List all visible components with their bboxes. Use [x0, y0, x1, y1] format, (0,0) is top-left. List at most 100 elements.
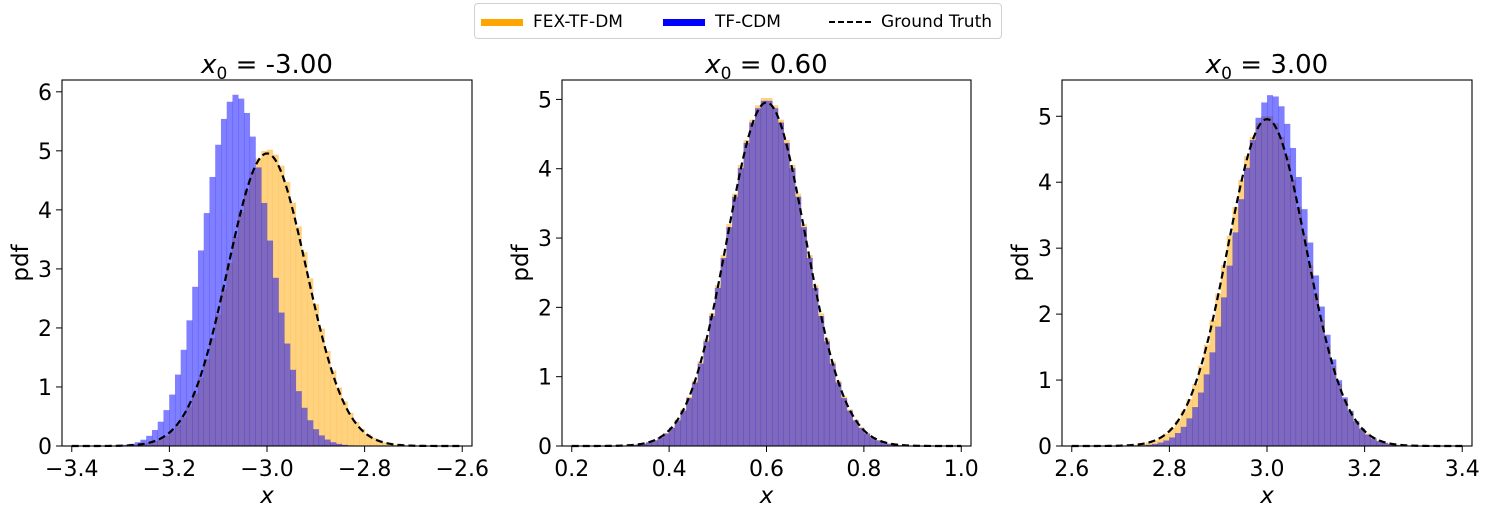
hist-bar [864, 433, 871, 446]
hist-bar [192, 286, 199, 446]
hist-bar [846, 410, 853, 446]
hist-bar [743, 142, 750, 446]
hist-bar [290, 369, 297, 446]
x-tick-label: 2.6 [1054, 457, 1089, 482]
hist-bar [255, 167, 262, 447]
hist-bar [278, 165, 285, 446]
hist-bar [364, 434, 371, 446]
hist-bar [1192, 407, 1199, 446]
x-tick-label: 1.0 [944, 457, 979, 482]
hist-bar [376, 440, 383, 446]
hist-bar [1255, 117, 1262, 447]
title-value: = 0.60 [732, 50, 828, 80]
hist-bar [353, 421, 360, 446]
hist-bar [789, 168, 796, 446]
hist-bar [709, 316, 716, 446]
hist-bar [209, 176, 216, 447]
y-tick-label: 2 [38, 317, 52, 342]
title-variable: x [1205, 50, 1222, 80]
legend-swatch-tf-cdm [663, 18, 705, 26]
hist-bar [1157, 437, 1164, 446]
hist-bar [157, 421, 164, 446]
hist-bar [1290, 147, 1297, 446]
hist-bar [336, 443, 343, 446]
hist-bar [151, 430, 158, 446]
hist-bar [858, 427, 865, 446]
hist-bar [680, 410, 687, 446]
hist-bar [284, 343, 291, 446]
y-tick-label: 1 [38, 376, 52, 401]
hist-bar [1301, 209, 1308, 446]
hist-bar [341, 444, 348, 446]
hist-bar [1324, 334, 1331, 446]
hist-bar [657, 437, 664, 446]
hist-bar [272, 277, 279, 446]
hist-bar [318, 328, 325, 446]
y-tick-label: 1 [538, 366, 552, 391]
hist-bar [324, 350, 331, 446]
hist-bar [1336, 380, 1343, 446]
x-tick-label: −3.4 [45, 457, 98, 482]
hist-bar [697, 363, 704, 446]
hist-bar [1272, 96, 1279, 446]
x-tick-label: 3.0 [1250, 457, 1285, 482]
hist-bar [1174, 433, 1182, 446]
hist-bar [887, 443, 894, 446]
hist-series-tf-cdm [111, 94, 360, 447]
hist-bar [215, 144, 222, 446]
hist-bar [1140, 443, 1147, 446]
x-tick-label: −3.0 [240, 457, 293, 482]
y-tick-label: 0 [538, 435, 552, 460]
hist-bar [755, 108, 762, 447]
y-tick-label: 3 [1038, 237, 1052, 262]
hist-bar [330, 442, 337, 446]
hist-bar [1387, 444, 1394, 446]
x-tick-label: 2.8 [1152, 457, 1187, 482]
hist-bar [336, 387, 343, 446]
title-value: = -3.00 [227, 50, 333, 80]
legend-label: Ground Truth [881, 12, 993, 32]
hist-bar [232, 94, 239, 446]
hist-bar [203, 213, 210, 446]
legend-item-fex-tf-dm: FEX-TF-DM [481, 4, 623, 40]
y-axis-label: pdf [508, 243, 534, 281]
ground-truth-line [1071, 118, 1463, 448]
x-tick-label: −3.2 [143, 457, 196, 482]
title-subscript: 0 [1221, 64, 1232, 84]
hist-bar [1307, 242, 1314, 446]
hist-bar [307, 278, 314, 446]
hist-bar [226, 101, 233, 446]
hist-bar [1284, 123, 1291, 446]
hist-bar [1249, 140, 1256, 446]
hist-bar [382, 442, 389, 446]
ground-truth-line [571, 101, 962, 448]
hist-bar [783, 142, 790, 446]
x-axis-label: x [259, 483, 274, 509]
hist-bar [341, 401, 348, 446]
hist-bar [691, 382, 698, 446]
legend: FEX-TF-DM TF-CDM Ground Truth [474, 3, 1002, 39]
panel-title: x0 = 0.60 [704, 50, 827, 84]
x-tick-label: −2.8 [338, 457, 391, 482]
y-tick-label: 4 [538, 158, 552, 183]
hist-bar [812, 287, 819, 446]
hist-bar [869, 437, 876, 446]
hist-bar [301, 252, 308, 446]
hist-bar [295, 391, 302, 446]
hist-bar [720, 258, 727, 446]
hist-bar [640, 443, 647, 446]
hist-bar [220, 118, 228, 447]
hist-bar [806, 258, 813, 446]
hist-bar [169, 394, 176, 446]
hist-bar [1370, 438, 1377, 446]
y-tick-label: 0 [38, 435, 52, 460]
hist-bar [1347, 410, 1354, 446]
hist-bar [1146, 444, 1153, 446]
hist-bar [330, 370, 337, 446]
legend-label: FEX-TF-DM [533, 12, 623, 32]
hist-bar [760, 100, 767, 447]
hist-bar [703, 341, 710, 446]
panel-title: x0 = 3.00 [1205, 50, 1328, 84]
x-axis-label: x [759, 483, 774, 509]
